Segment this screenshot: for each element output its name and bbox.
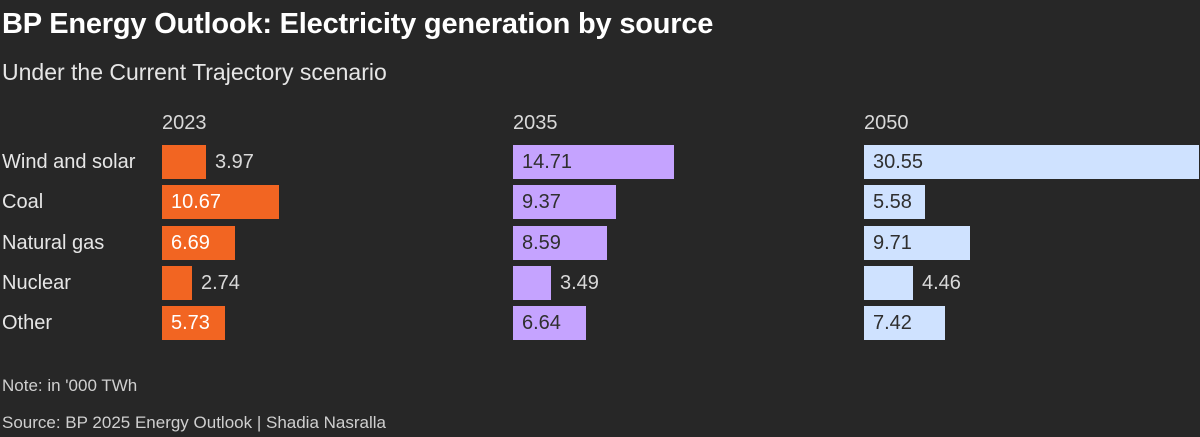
bar-2035-wind-and-solar <box>513 145 674 179</box>
value-label-2050-nuclear: 4.46 <box>922 272 961 294</box>
bar-2050-natural-gas <box>864 226 970 260</box>
value-label-2023-other: 5.73 <box>171 312 210 334</box>
bar-2050-nuclear <box>864 266 913 300</box>
panel-year-label-2035: 2035 <box>513 112 558 134</box>
value-label-2035-wind-and-solar: 14.71 <box>522 151 573 173</box>
bar-2035-natural-gas <box>513 226 607 260</box>
value-label-2035-natural-gas: 8.59 <box>522 232 561 254</box>
value-label-2035-coal: 9.37 <box>522 191 561 213</box>
bar-2050-other <box>864 306 945 340</box>
bar-2035-nuclear <box>513 266 551 300</box>
panel-year-label-2023: 2023 <box>162 112 207 134</box>
category-label-natural-gas: Natural gas <box>2 232 105 254</box>
value-label-2050-natural-gas: 9.71 <box>873 232 912 254</box>
panel-year-label-2050: 2050 <box>864 112 909 134</box>
value-label-2050-wind-and-solar: 30.55 <box>873 151 924 173</box>
category-label-nuclear: Nuclear <box>2 272 71 294</box>
chart-title: BP Energy Outlook: Electricity generatio… <box>2 8 714 40</box>
bar-2023-wind-and-solar <box>162 145 206 179</box>
bar-2023-coal <box>162 185 279 219</box>
bar-2050-wind-and-solar <box>864 145 1199 179</box>
category-label-coal: Coal <box>2 191 44 213</box>
bar-2035-coal <box>513 185 616 219</box>
bar-2023-natural-gas <box>162 226 235 260</box>
value-label-2050-other: 7.42 <box>873 312 912 334</box>
category-label-wind-and-solar: Wind and solar <box>2 151 136 173</box>
bar-2023-nuclear <box>162 266 192 300</box>
value-label-2023-coal: 10.67 <box>171 191 222 213</box>
chart-source: Source: BP 2025 Energy Outlook | Shadia … <box>2 413 386 432</box>
chart-note: Note: in '000 TWh <box>2 376 138 395</box>
value-label-2023-nuclear: 2.74 <box>201 272 240 294</box>
category-label-other: Other <box>2 312 53 334</box>
value-label-2023-wind-and-solar: 3.97 <box>215 151 254 173</box>
bar-2023-other <box>162 306 225 340</box>
chart-subtitle: Under the Current Trajectory scenario <box>2 59 387 85</box>
value-label-2035-other: 6.64 <box>522 312 561 334</box>
value-label-2050-coal: 5.58 <box>873 191 912 213</box>
value-label-2023-natural-gas: 6.69 <box>171 232 210 254</box>
bar-2035-other <box>513 306 586 340</box>
bar-2050-coal <box>864 185 925 219</box>
value-label-2035-nuclear: 3.49 <box>560 272 599 294</box>
